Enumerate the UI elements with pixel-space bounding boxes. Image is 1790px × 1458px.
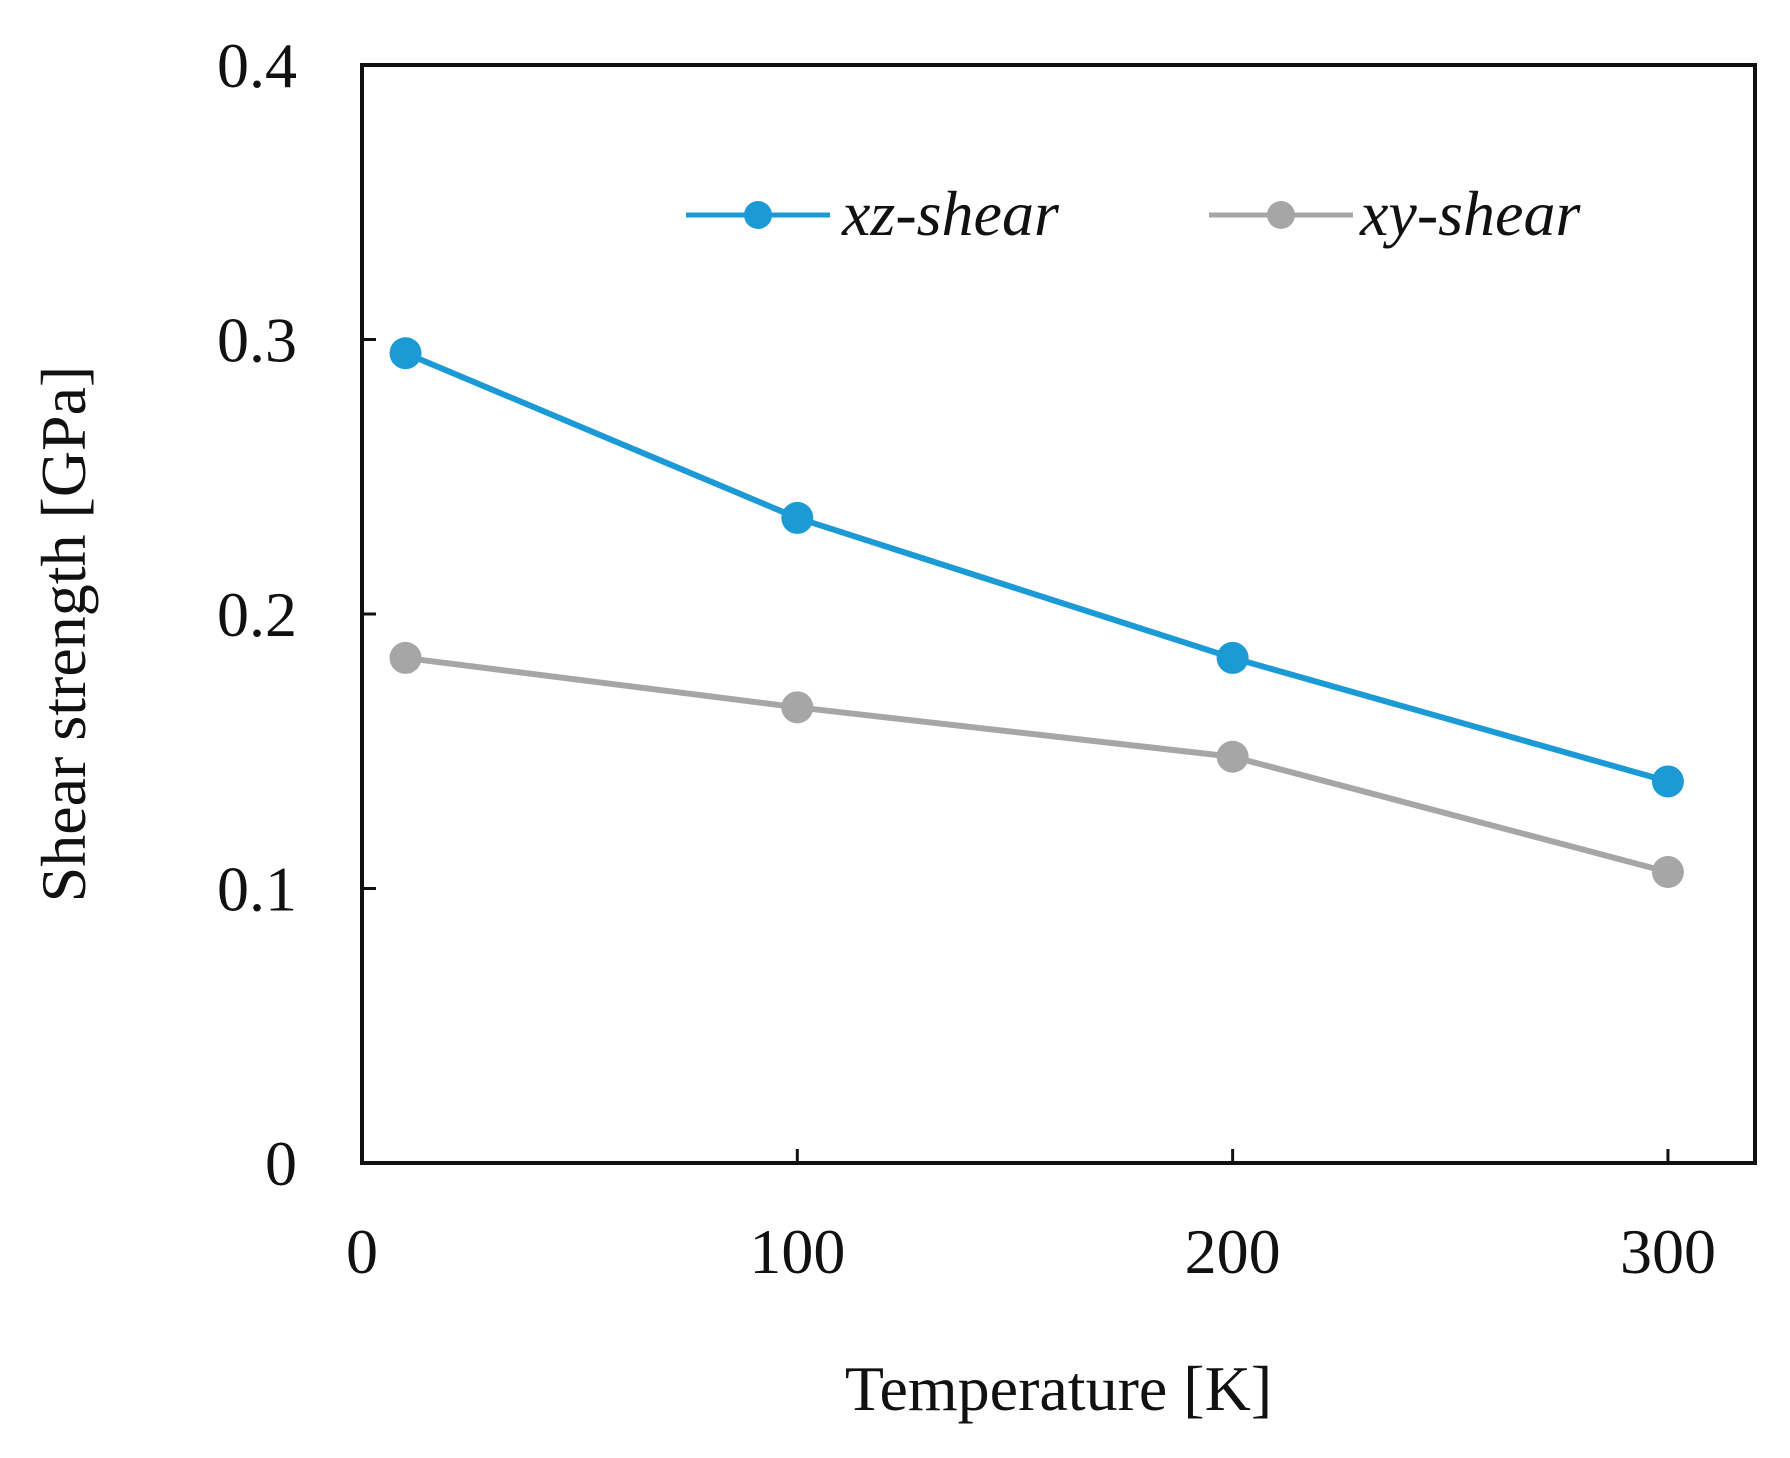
x-tick-label: 200 (1185, 1216, 1281, 1287)
x-tick-label: 0 (346, 1216, 378, 1287)
y-tick-label: 0.1 (217, 854, 297, 925)
y-tick-label: 0 (265, 1128, 297, 1199)
x-axis-ticks: 0 100 200 300 (346, 1149, 1716, 1287)
series-line-xy-shear (405, 654, 1669, 875)
legend-item-xy-shear: xy-shear (1209, 178, 1581, 249)
data-point-xz-shear (1216, 641, 1249, 674)
data-point-xy-shear (1651, 856, 1684, 889)
y-tick-label: 0.3 (217, 305, 297, 376)
y-tick-label: 0.4 (217, 30, 297, 101)
x-axis-title: Temperature [K] (845, 1353, 1272, 1424)
data-point-xz-shear (1651, 765, 1684, 798)
y-axis-ticks: 0 0.1 0.2 0.3 0.4 (217, 30, 376, 1199)
data-point-xy-shear (781, 691, 814, 724)
data-point-xy-shear (1216, 740, 1249, 773)
legend: xz-shear xy-shear (686, 178, 1581, 249)
legend-label-xy-shear: xy-shear (1359, 178, 1581, 249)
data-point-xz-shear (389, 337, 422, 370)
series-line-xz-shear (404, 350, 1669, 785)
series-layer (389, 337, 1684, 889)
legend-label-xz-shear: xz-shear (841, 178, 1060, 249)
data-point-xz-shear (781, 501, 814, 534)
y-tick-label: 0.2 (217, 579, 297, 650)
data-point-xy-shear (389, 641, 422, 674)
x-tick-label: 300 (1620, 1216, 1716, 1287)
legend-item-xz-shear: xz-shear (686, 178, 1060, 249)
x-tick-label: 100 (749, 1216, 845, 1287)
legend-swatch-marker-xy-shear (1267, 201, 1295, 229)
legend-swatch-marker-xz-shear (744, 201, 772, 229)
y-axis-title: Shear strength [GPa] (28, 366, 99, 903)
